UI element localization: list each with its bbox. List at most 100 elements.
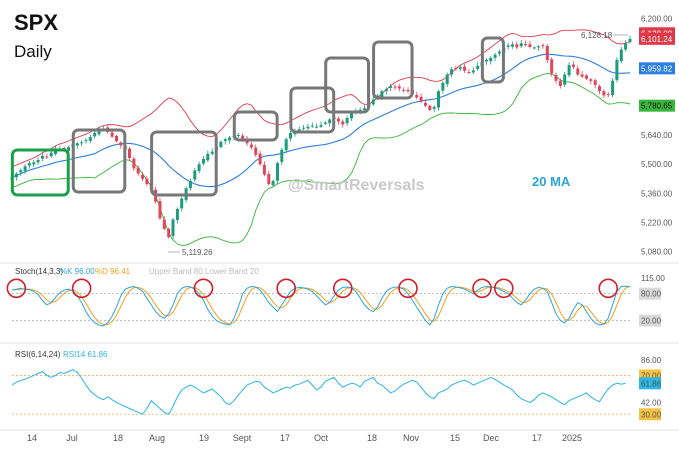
candle-body: [489, 57, 493, 62]
stoch-title: Stoch(14,3,3): [15, 267, 63, 276]
candle-body: [249, 144, 253, 148]
chart-title: SPX: [14, 10, 59, 35]
candle-body: [563, 74, 567, 85]
candle-body: [506, 45, 510, 47]
candle-body: [598, 86, 601, 92]
candle-body: [515, 44, 519, 48]
candle-body: [493, 54, 497, 58]
x-tick-label: 19: [199, 433, 209, 443]
low-callout: 5,119.26: [182, 248, 213, 257]
candle-body: [167, 228, 171, 238]
candle-body: [297, 129, 301, 131]
price-tick-label: 5,640.00: [641, 131, 673, 140]
candle-body: [585, 75, 588, 79]
rsi-tick-tag: [639, 408, 661, 421]
candle-body: [36, 160, 40, 163]
price-tick-label: 5,080.00: [641, 248, 673, 257]
swing-high-box: [150, 130, 218, 197]
candle-body: [350, 113, 353, 119]
candle-body: [624, 43, 628, 50]
candle-body: [476, 65, 480, 70]
candle-body: [558, 80, 562, 86]
candle-body: [41, 155, 44, 159]
rsi-title: RSI(6,14,24): [15, 350, 61, 359]
candle-body: [615, 59, 619, 81]
candle-body: [254, 147, 258, 155]
overbought-circle: [6, 278, 27, 299]
candle-body: [145, 178, 149, 184]
candle-body: [193, 170, 197, 180]
ma20-line: [11, 53, 631, 188]
stoch-d-line: [11, 285, 631, 326]
rsi-tick-label: 42.00: [641, 399, 662, 408]
candle-body: [454, 68, 458, 70]
candle-body: [393, 86, 397, 88]
price-tick-label: 5,500.00: [641, 160, 673, 169]
candle-body: [619, 49, 623, 62]
candle-body: [537, 46, 541, 48]
candle-body: [458, 67, 462, 69]
rsi-tick-label: 70.00: [641, 371, 662, 380]
candle-body: [49, 152, 53, 157]
candle-body: [541, 45, 545, 47]
candle-body: [528, 44, 532, 47]
candle-body: [236, 135, 240, 136]
candle-body: [424, 102, 427, 106]
candle-body: [471, 70, 475, 73]
candle-body: [593, 80, 597, 85]
candle-body: [323, 122, 327, 124]
candle-body: [188, 180, 192, 189]
price-tag-label: 5,780.65: [641, 102, 673, 111]
candle-body: [345, 117, 349, 124]
candle-body: [158, 201, 162, 219]
candle-body: [497, 51, 501, 54]
candle-body: [341, 121, 345, 125]
candle-body: [115, 136, 118, 142]
candle-body: [380, 91, 384, 97]
candle-body: [241, 135, 245, 140]
candle-body: [119, 142, 123, 146]
candle-body: [280, 149, 284, 162]
swing-high-box: [372, 40, 414, 100]
candle-body: [363, 108, 366, 110]
candle-body: [550, 59, 554, 74]
candle-body: [428, 105, 432, 110]
candle-body: [23, 166, 27, 171]
candle-body: [258, 153, 262, 165]
stoch-tick-tag: [639, 314, 661, 327]
candle-body: [97, 129, 101, 135]
candle-body: [19, 170, 23, 173]
candle-body: [54, 149, 57, 154]
overbought-circle: [398, 278, 418, 299]
candle-body: [419, 96, 423, 102]
x-tick-label: Dec: [483, 433, 500, 443]
candle-body: [132, 158, 136, 169]
x-tick-label: 18: [367, 433, 377, 443]
candle-body: [319, 125, 323, 127]
price-tag-label: 6,101.24: [641, 35, 673, 44]
candle-body: [450, 69, 454, 75]
candle-body: [141, 174, 145, 179]
stoch-tick-label: 80.00: [641, 290, 662, 299]
candle-body: [545, 46, 549, 60]
candle-body: [284, 139, 288, 151]
chart-subtitle: Daily: [14, 42, 52, 61]
x-tick-label: 2025: [562, 433, 582, 443]
x-tick-label: Aug: [149, 433, 165, 443]
price-tag: [639, 32, 675, 45]
swing-high-box: [232, 110, 279, 142]
price-tick-label: 5,220.00: [641, 219, 673, 228]
candle-body: [202, 159, 205, 164]
candle-body: [180, 198, 184, 209]
candle-body: [432, 106, 436, 109]
ma-label: 20 MA: [532, 174, 571, 189]
swing-high-box: [289, 86, 336, 134]
candle-body: [276, 163, 279, 181]
x-tick-label: Sept: [233, 433, 252, 443]
price-tag: [639, 62, 675, 75]
candle-body: [511, 44, 514, 47]
stoch-tick-label: 115.00: [641, 274, 665, 283]
candle-body: [206, 153, 210, 161]
stoch-k-line: [11, 285, 631, 327]
